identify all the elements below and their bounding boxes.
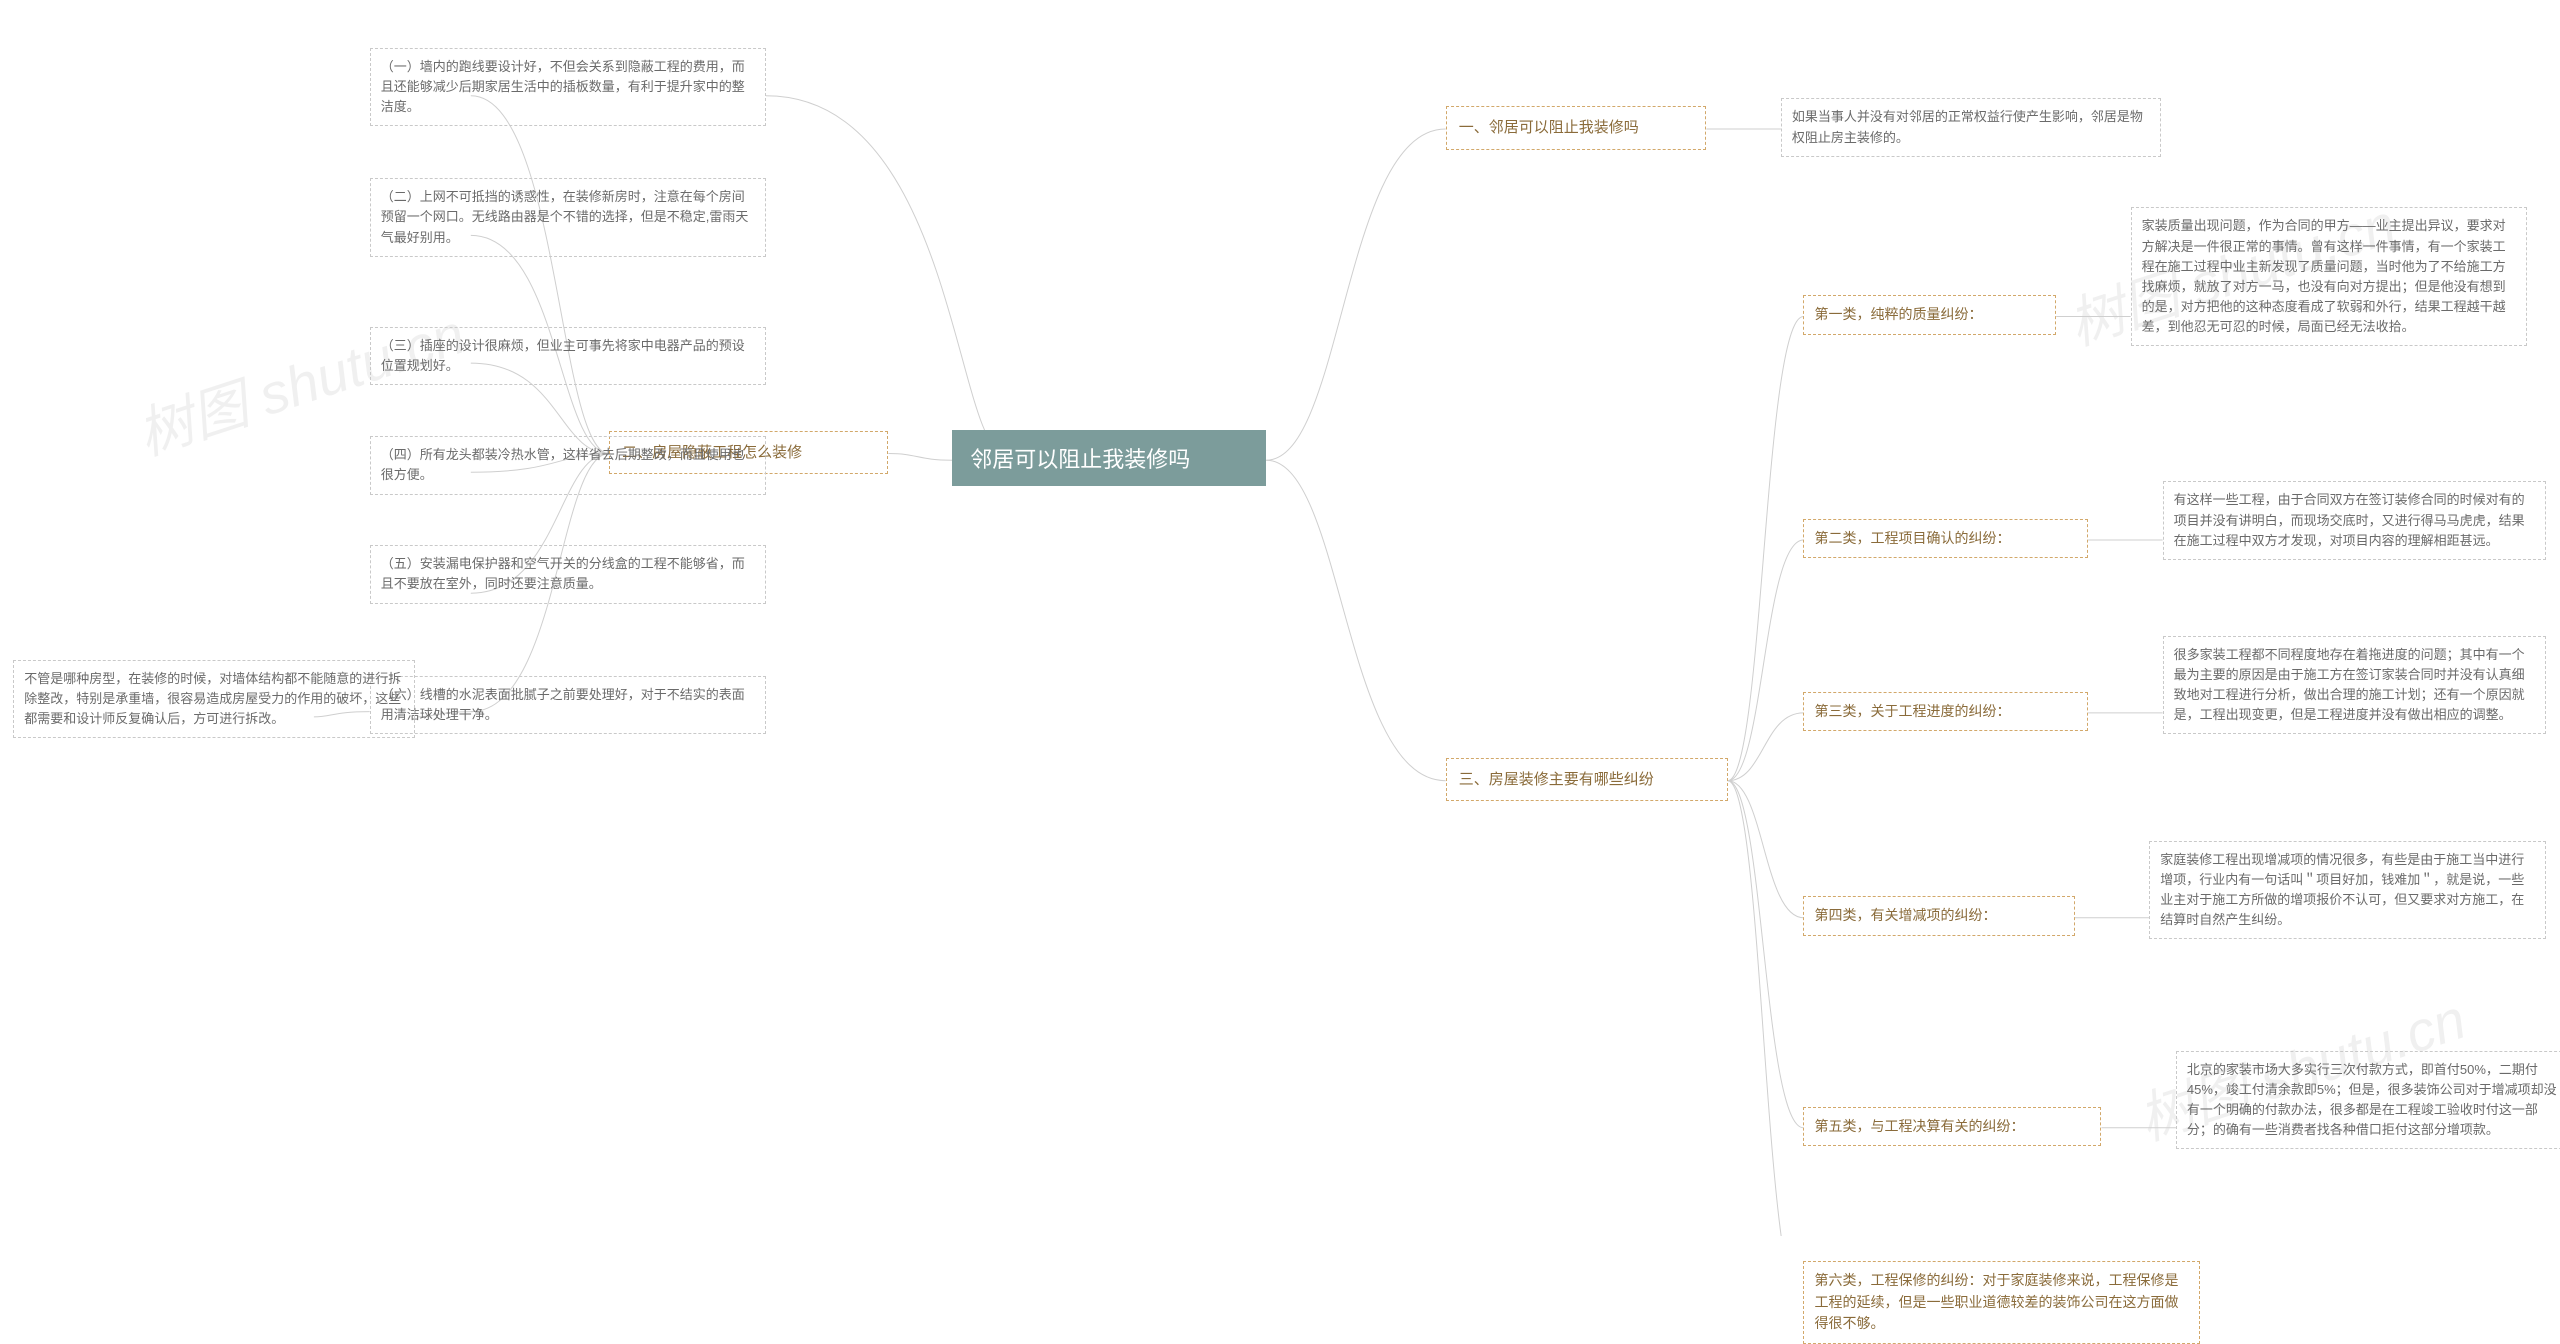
- leaf-node[interactable]: （五）安装漏电保护器和空气开关的分线盒的工程不能够省，而且不要放在室外，同时还要…: [370, 545, 766, 603]
- sub-node[interactable]: 第三类，关于工程进度的纠纷：: [1803, 692, 2088, 732]
- sub-node[interactable]: 第五类，与工程决算有关的纠纷：: [1803, 1107, 2101, 1147]
- leaf-node[interactable]: 很多家装工程都不同程度地存在着拖进度的问题；其中有一个最为主要的原因是由于施工方…: [2163, 636, 2546, 735]
- leaf-node[interactable]: （三）插座的设计很麻烦，但业主可事先将家中电器产品的预设位置规划好。: [370, 327, 766, 385]
- leaf-node[interactable]: 如果当事人并没有对邻居的正常权益行使产生影响，邻居是物权阻止房主装修的。: [1781, 98, 2161, 156]
- sub-node[interactable]: 第一类，纯粹的质量纠纷：: [1803, 295, 2056, 335]
- leaf-node[interactable]: 家装质量出现问题，作为合同的甲方——业主提出异议，要求对方解决是一件很正常的事情…: [2131, 207, 2527, 346]
- sub-node-inline[interactable]: 第六类，工程保修的纠纷：对于家庭装修来说，工程保修是工程的延续，但是一些职业道德…: [1803, 1261, 2199, 1344]
- leaf-node[interactable]: 有这样一些工程，由于合同双方在签订装修合同的时候对有的项目并没有讲明白，而现场交…: [2163, 481, 2546, 559]
- leaf-node[interactable]: （二）上网不可抵挡的诱惑性，在装修新房时，注意在每个房间预留一个网口。无线路由器…: [370, 178, 766, 256]
- branch-node-3[interactable]: 三、房屋装修主要有哪些纠纷: [1446, 758, 1728, 801]
- sub-node[interactable]: 第二类，工程项目确认的纠纷：: [1803, 519, 2088, 559]
- leaf-node[interactable]: （六）线槽的水泥表面批腻子之前要处理好，对于不结实的表面用清洁球处理干净。: [370, 676, 766, 734]
- leaf-node-tail[interactable]: 不管是哪种房型，在装修的时候，对墙体结构都不能随意的进行拆除整改，特别是承重墙，…: [13, 660, 415, 738]
- sub-node[interactable]: 第四类，有关增减项的纠纷：: [1803, 896, 2074, 936]
- root-node[interactable]: 邻居可以阻止我装修吗: [952, 430, 1266, 486]
- leaf-node[interactable]: （四）所有龙头都装冷热水管，这样省去后期整改，而且使用也很方便。: [370, 436, 766, 494]
- leaf-node[interactable]: 北京的家装市场大多实行三次付款方式，即首付50%，二期付45%，竣工付清余款即5…: [2176, 1051, 2560, 1150]
- leaf-node[interactable]: （一）墙内的跑线要设计好，不但会关系到隐蔽工程的费用，而且还能够减少后期家居生活…: [370, 48, 766, 126]
- leaf-node[interactable]: 家庭装修工程出现增减项的情况很多，有些是由于施工当中进行增项，行业内有一句话叫＂…: [2149, 841, 2545, 940]
- branch-node-1[interactable]: 一、邻居可以阻止我装修吗: [1446, 106, 1707, 149]
